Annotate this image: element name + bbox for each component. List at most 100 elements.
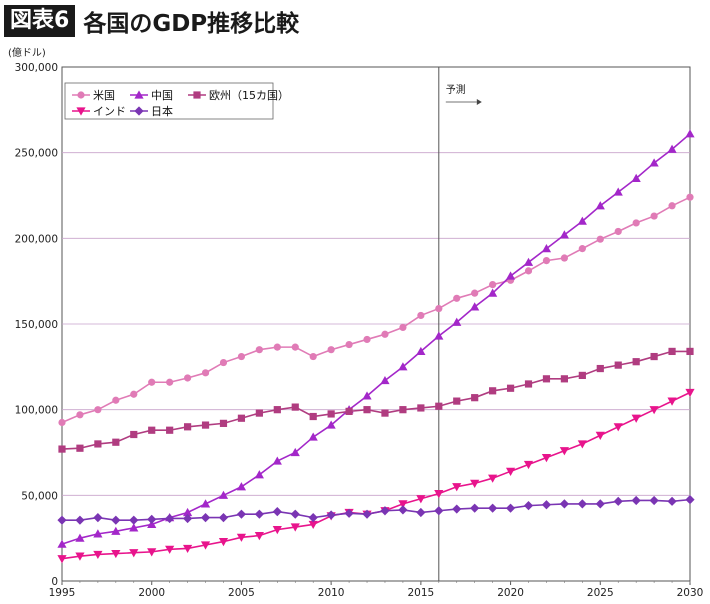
data-point	[76, 444, 84, 452]
data-point	[685, 388, 695, 398]
data-point	[309, 412, 317, 421]
data-point	[452, 483, 462, 492]
data-point	[434, 490, 444, 499]
axis-layer: 0 50,000 100,000 150,000 200,000 250,000 300,0…	[8, 46, 703, 599]
data-point	[147, 519, 157, 529]
data-point	[363, 406, 371, 414]
data-point	[236, 509, 247, 519]
series-1	[57, 129, 695, 548]
data-point	[398, 500, 408, 509]
data-point	[559, 230, 569, 239]
data-point	[471, 289, 479, 297]
data-point	[237, 352, 246, 361]
data-point	[523, 501, 534, 511]
data-point	[505, 271, 516, 280]
data-point	[416, 507, 426, 518]
chart-title: 各国のGDP推移比較	[83, 11, 300, 37]
data-point	[201, 421, 210, 429]
data-point	[254, 470, 264, 479]
data-point	[613, 187, 623, 196]
y-tick-label: 300,000	[15, 62, 58, 74]
data-point	[489, 387, 497, 395]
data-point	[93, 550, 103, 560]
data-point	[58, 445, 66, 453]
data-point	[362, 509, 372, 519]
data-point	[650, 352, 658, 361]
legend-marker-4	[134, 106, 144, 116]
data-point	[559, 499, 569, 509]
data-point	[668, 202, 676, 210]
data-point	[290, 523, 300, 532]
data-point	[183, 544, 193, 554]
data-point	[435, 402, 443, 410]
data-point	[93, 513, 103, 523]
data-point	[344, 508, 354, 518]
data-point	[112, 396, 120, 404]
data-point	[505, 467, 516, 476]
data-point	[345, 340, 353, 349]
data-point	[541, 500, 552, 510]
series-line-3	[61, 391, 691, 560]
data-point	[399, 323, 407, 332]
data-point	[166, 378, 174, 386]
data-point	[416, 495, 426, 504]
series-line-1	[61, 133, 691, 545]
data-point	[58, 418, 66, 427]
data-point	[381, 409, 389, 417]
series-0	[58, 193, 694, 427]
y-tick-label: 200,000	[15, 233, 58, 245]
data-point	[435, 304, 443, 313]
series-line-4	[62, 498, 691, 521]
data-point	[57, 539, 67, 548]
data-point	[577, 440, 587, 449]
data-point	[667, 397, 677, 406]
data-point	[94, 440, 102, 448]
data-point	[577, 499, 587, 509]
x-tick-label: 2030	[677, 587, 704, 599]
data-point	[452, 504, 462, 514]
data-point	[147, 514, 157, 524]
data-point	[183, 513, 193, 524]
data-point	[613, 496, 623, 506]
data-point	[541, 454, 552, 463]
legend-label-1: 中国	[151, 89, 173, 102]
data-point	[290, 509, 300, 519]
data-point	[649, 495, 659, 506]
data-point	[130, 430, 138, 439]
legend-label-0: 米国	[93, 89, 115, 102]
grid-layer	[61, 66, 691, 582]
data-point	[272, 507, 282, 517]
data-point	[272, 456, 282, 465]
data-point	[668, 347, 676, 356]
y-tick-label: 50,000	[21, 490, 58, 502]
series-layer	[57, 129, 695, 564]
data-point	[291, 403, 299, 411]
x-tick-label: 2020	[497, 587, 524, 599]
data-point	[686, 193, 694, 201]
data-point	[631, 495, 641, 506]
data-point	[148, 426, 156, 434]
data-point	[129, 523, 139, 532]
data-point	[381, 330, 389, 338]
data-point	[631, 414, 641, 423]
data-point	[380, 375, 390, 385]
x-tick-label: 1995	[49, 587, 76, 599]
data-point	[399, 406, 407, 414]
data-point	[417, 404, 425, 412]
data-point	[148, 378, 156, 386]
data-point	[505, 503, 516, 513]
data-point	[596, 235, 604, 243]
data-point	[559, 447, 569, 456]
data-point	[165, 513, 175, 524]
data-point	[200, 513, 211, 523]
data-point	[219, 419, 228, 427]
data-point	[613, 423, 623, 432]
data-point	[560, 254, 569, 262]
data-point	[488, 474, 498, 483]
legend: 米国 中国 欧州（15カ国） インド 日本	[64, 82, 289, 120]
data-point	[76, 411, 84, 419]
data-point	[236, 533, 247, 542]
legend-marker-3	[76, 107, 86, 116]
series-line-2	[61, 350, 690, 450]
